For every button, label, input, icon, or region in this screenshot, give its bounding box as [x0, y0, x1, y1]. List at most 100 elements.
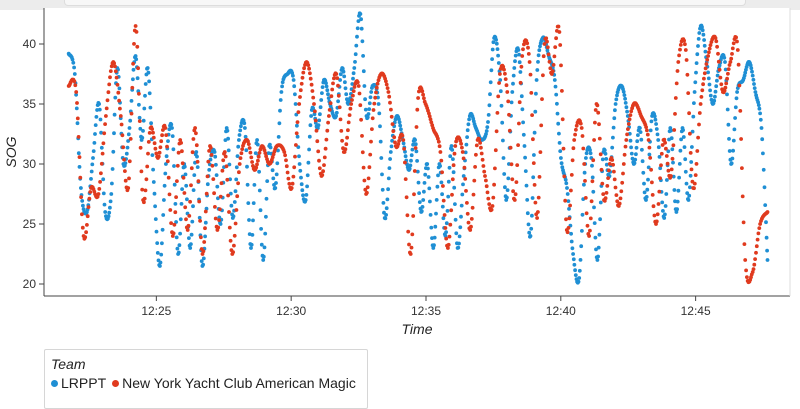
- data-point: [167, 192, 172, 197]
- data-point: [729, 56, 734, 61]
- data-point: [75, 101, 79, 105]
- data-point: [613, 102, 618, 106]
- data-point: [209, 153, 214, 157]
- data-point: [555, 111, 560, 116]
- data-point: [243, 134, 248, 139]
- data-point: [495, 111, 500, 115]
- data-point: [313, 109, 317, 114]
- data-point: [427, 114, 432, 119]
- data-point: [742, 242, 747, 247]
- data-point: [663, 204, 668, 208]
- data-point: [337, 105, 342, 110]
- data-point: [293, 92, 297, 97]
- data-point: [93, 132, 97, 136]
- data-point: [173, 202, 178, 206]
- sog-chart: 20 25 30 35 40 12:25 12:30 12:35 12:40 12:45 Time…: [3, 8, 791, 337]
- data-point: [152, 191, 157, 196]
- data-point: [474, 152, 478, 157]
- data-point: [170, 126, 174, 130]
- data-point: [223, 154, 228, 159]
- data-point: [428, 117, 433, 122]
- data-point: [645, 132, 650, 137]
- data-point: [515, 163, 520, 168]
- data-point: [204, 191, 209, 196]
- data-point: [571, 257, 576, 262]
- data-point: [194, 131, 198, 136]
- data-point: [436, 136, 440, 141]
- data-point: [758, 111, 762, 116]
- data-point: [559, 63, 563, 68]
- data-point: [370, 127, 374, 131]
- data-point: [106, 90, 111, 95]
- data-point: [452, 185, 457, 190]
- data-point: [530, 113, 534, 117]
- data-point: [518, 80, 523, 85]
- data-point: [765, 210, 770, 214]
- data-point: [696, 135, 700, 140]
- data-point: [112, 131, 116, 136]
- data-point: [90, 162, 95, 167]
- data-point: [199, 259, 204, 263]
- data-point: [520, 107, 525, 112]
- data-point: [453, 202, 457, 207]
- data-point: [658, 166, 663, 171]
- data-point: [706, 54, 710, 58]
- data-point: [99, 161, 104, 166]
- data-point: [671, 143, 676, 148]
- data-point: [336, 83, 340, 88]
- data-point: [400, 133, 405, 138]
- data-point: [458, 225, 463, 230]
- data-point: [199, 235, 203, 240]
- data-point: [109, 192, 114, 196]
- data-point: [733, 116, 737, 120]
- data-point: [716, 59, 721, 64]
- data-point: [715, 44, 719, 49]
- data-point: [308, 71, 312, 76]
- data-point: [534, 91, 538, 96]
- data-point: [251, 218, 255, 223]
- data-point: [522, 144, 527, 148]
- data-point: [536, 195, 541, 200]
- data-point: [518, 70, 523, 74]
- data-point: [645, 128, 649, 133]
- data-point: [194, 150, 199, 154]
- data-point: [450, 192, 454, 197]
- data-point: [300, 75, 305, 80]
- data-point: [340, 66, 345, 71]
- data-point: [182, 164, 187, 169]
- legend-marker-icon: [112, 379, 120, 387]
- data-point: [322, 163, 326, 168]
- data-point: [528, 234, 533, 238]
- data-point: [132, 42, 136, 46]
- data-point: [701, 32, 706, 37]
- data-point: [588, 151, 593, 156]
- data-point: [158, 145, 163, 150]
- data-point: [301, 70, 306, 75]
- data-point: [147, 131, 152, 135]
- data-point: [343, 147, 348, 152]
- data-point: [435, 184, 440, 189]
- data-point: [287, 181, 292, 186]
- data-point: [175, 163, 180, 168]
- data-point: [113, 64, 117, 69]
- legend-items: LRPPT New York Yacht Club American Magic: [51, 375, 367, 391]
- data-point: [547, 59, 552, 64]
- data-point: [234, 165, 239, 170]
- data-point: [150, 127, 155, 131]
- data-point: [574, 123, 579, 128]
- data-point: [765, 258, 770, 262]
- data-point: [376, 95, 380, 100]
- data-point: [523, 155, 527, 160]
- data-point: [399, 127, 403, 132]
- data-point: [160, 241, 164, 246]
- data-point: [370, 116, 375, 121]
- data-point: [519, 94, 524, 99]
- data-point: [374, 90, 378, 95]
- data-point: [297, 162, 302, 166]
- data-point: [166, 175, 171, 180]
- legend-item-nyyc[interactable]: New York Yacht Club American Magic: [112, 375, 356, 391]
- data-point: [650, 180, 654, 185]
- legend-item-lrppt[interactable]: LRPPT: [51, 375, 106, 391]
- data-point: [611, 135, 615, 140]
- data-point: [168, 208, 173, 212]
